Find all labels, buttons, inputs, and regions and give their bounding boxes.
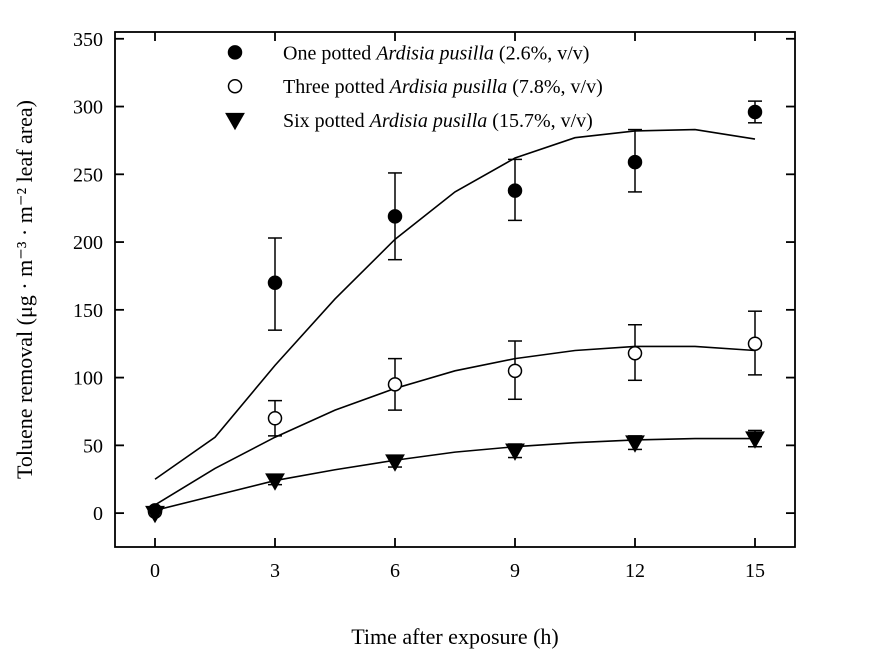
y-tick-label: 100 (73, 368, 103, 390)
y-tick-label: 250 (73, 164, 103, 186)
y-tick-label: 0 (93, 503, 103, 525)
marker-one (269, 276, 282, 289)
x-tick-label: 12 (625, 560, 645, 582)
marker-three (389, 378, 402, 391)
marker-three (629, 347, 642, 360)
legend-marker-three (229, 80, 242, 93)
x-tick-label: 15 (745, 560, 765, 582)
chart-svg: 03691215050100150200250300350Time after … (0, 0, 895, 664)
chart-container: 03691215050100150200250300350Time after … (0, 0, 895, 664)
x-axis-label: Time after exposure (h) (351, 624, 559, 649)
marker-one (629, 156, 642, 169)
marker-one (389, 210, 402, 223)
marker-three (269, 412, 282, 425)
x-tick-label: 9 (510, 560, 520, 582)
x-tick-label: 6 (390, 560, 400, 582)
y-tick-label: 350 (73, 29, 103, 51)
y-axis-label: Toluene removal (μg · m⁻³ · m⁻² leaf are… (12, 100, 37, 479)
marker-three (749, 337, 762, 350)
legend-label-one: One potted Ardisia pusilla (2.6%, v/v) (283, 42, 589, 64)
legend-label-three: Three potted Ardisia pusilla (7.8%, v/v) (283, 76, 603, 98)
marker-three (509, 364, 522, 377)
x-tick-label: 3 (270, 560, 280, 582)
x-tick-label: 0 (150, 560, 160, 582)
y-tick-label: 50 (83, 435, 103, 457)
y-tick-label: 200 (73, 232, 103, 254)
y-tick-label: 300 (73, 97, 103, 119)
marker-one (749, 105, 762, 118)
marker-one (509, 184, 522, 197)
y-tick-label: 150 (73, 300, 103, 322)
legend-marker-one (229, 46, 242, 59)
legend-label-six: Six potted Ardisia pusilla (15.7%, v/v) (283, 110, 593, 132)
